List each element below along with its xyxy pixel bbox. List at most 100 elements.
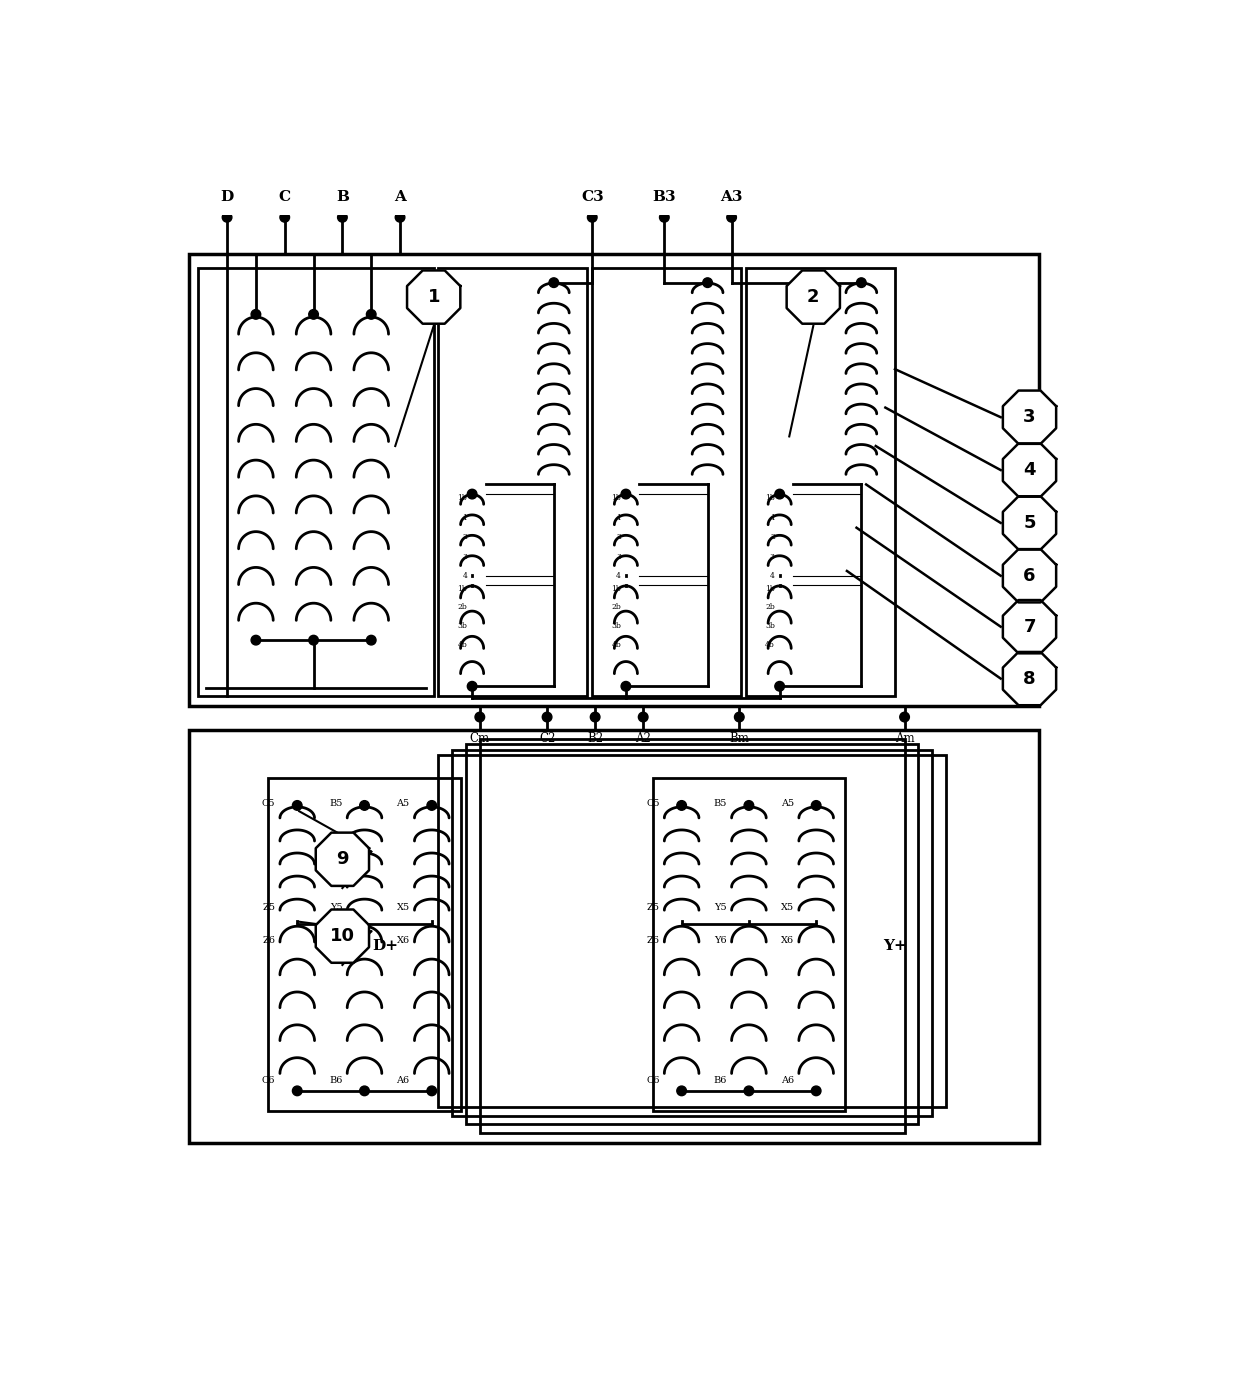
Text: X5: X5 bbox=[397, 903, 409, 912]
Text: 2: 2 bbox=[770, 533, 775, 542]
Text: 6: 6 bbox=[1023, 566, 1035, 584]
Text: X6: X6 bbox=[781, 937, 794, 945]
Text: 5: 5 bbox=[1023, 514, 1035, 532]
Bar bbox=[466, 744, 919, 1124]
Circle shape bbox=[660, 212, 670, 222]
Text: 3b: 3b bbox=[765, 621, 775, 630]
Text: 2b: 2b bbox=[458, 604, 467, 612]
Text: Y6: Y6 bbox=[714, 937, 727, 945]
Circle shape bbox=[588, 212, 596, 222]
Circle shape bbox=[337, 212, 347, 222]
Circle shape bbox=[309, 635, 319, 645]
Bar bbox=[746, 269, 895, 696]
Circle shape bbox=[250, 310, 260, 320]
Text: 2: 2 bbox=[807, 288, 820, 306]
Circle shape bbox=[727, 212, 737, 222]
Text: Y5: Y5 bbox=[714, 903, 727, 912]
Text: 1b: 1b bbox=[458, 493, 467, 502]
Text: X5: X5 bbox=[781, 903, 794, 912]
Text: 1b: 1b bbox=[765, 493, 775, 502]
Polygon shape bbox=[316, 909, 370, 963]
Text: C: C bbox=[279, 190, 291, 204]
Circle shape bbox=[900, 712, 909, 722]
Text: C5: C5 bbox=[646, 799, 660, 808]
Text: 1b: 1b bbox=[611, 493, 621, 502]
Text: B3: B3 bbox=[652, 190, 676, 204]
Text: 2: 2 bbox=[463, 533, 467, 542]
Circle shape bbox=[621, 682, 631, 692]
Bar bbox=[652, 777, 844, 1111]
Bar bbox=[480, 739, 905, 1133]
Circle shape bbox=[475, 712, 485, 722]
Text: X6: X6 bbox=[397, 937, 409, 945]
Circle shape bbox=[677, 801, 687, 810]
Text: C6: C6 bbox=[262, 1076, 275, 1084]
Text: 4: 4 bbox=[616, 572, 621, 580]
Polygon shape bbox=[316, 832, 370, 886]
Circle shape bbox=[621, 489, 631, 499]
Text: B6: B6 bbox=[713, 1076, 727, 1084]
Circle shape bbox=[549, 278, 558, 288]
Circle shape bbox=[367, 310, 376, 320]
Text: 3: 3 bbox=[463, 553, 467, 561]
Polygon shape bbox=[407, 270, 460, 324]
Circle shape bbox=[293, 801, 303, 810]
Text: A2: A2 bbox=[635, 733, 651, 745]
Text: C3: C3 bbox=[580, 190, 604, 204]
Circle shape bbox=[280, 212, 290, 222]
Text: 4: 4 bbox=[770, 572, 775, 580]
Text: D+: D+ bbox=[373, 938, 398, 952]
Bar bbox=[453, 750, 932, 1116]
Text: 9: 9 bbox=[336, 850, 348, 868]
Circle shape bbox=[811, 801, 821, 810]
Text: 4: 4 bbox=[1023, 462, 1035, 480]
Text: 4b: 4b bbox=[458, 641, 467, 649]
Text: Y5: Y5 bbox=[330, 903, 342, 912]
Text: 4b: 4b bbox=[611, 641, 621, 649]
Circle shape bbox=[744, 1086, 754, 1096]
Circle shape bbox=[250, 635, 260, 645]
Text: A: A bbox=[394, 190, 405, 204]
Circle shape bbox=[309, 310, 319, 320]
Circle shape bbox=[811, 1086, 821, 1096]
Text: 1b: 1b bbox=[765, 586, 775, 593]
Bar bbox=[198, 269, 434, 696]
Text: B: B bbox=[336, 190, 348, 204]
Text: 2b: 2b bbox=[611, 604, 621, 612]
Circle shape bbox=[775, 489, 785, 499]
Text: A6: A6 bbox=[397, 1076, 409, 1084]
Text: Bm: Bm bbox=[729, 733, 749, 745]
Text: B5: B5 bbox=[329, 799, 342, 808]
Circle shape bbox=[293, 1086, 303, 1096]
Text: B5: B5 bbox=[713, 799, 727, 808]
Circle shape bbox=[222, 212, 232, 222]
Text: 4b: 4b bbox=[765, 641, 775, 649]
Text: B6: B6 bbox=[329, 1076, 342, 1084]
Circle shape bbox=[360, 1086, 370, 1096]
Circle shape bbox=[744, 801, 754, 810]
Text: C6: C6 bbox=[646, 1076, 660, 1084]
Text: 1: 1 bbox=[616, 514, 621, 522]
Circle shape bbox=[367, 635, 376, 645]
Circle shape bbox=[703, 278, 712, 288]
Text: D: D bbox=[221, 190, 233, 204]
Bar bbox=[593, 269, 742, 696]
Text: A5: A5 bbox=[781, 799, 794, 808]
Text: Z5: Z5 bbox=[262, 903, 275, 912]
Polygon shape bbox=[1003, 599, 1056, 653]
Text: 1: 1 bbox=[463, 514, 467, 522]
Text: 1b: 1b bbox=[458, 586, 467, 593]
Circle shape bbox=[427, 801, 436, 810]
Polygon shape bbox=[1003, 496, 1056, 550]
Bar bbox=[439, 269, 588, 696]
Text: 10: 10 bbox=[330, 927, 355, 945]
Text: 3b: 3b bbox=[458, 621, 467, 630]
Bar bbox=[188, 729, 1039, 1142]
Text: 3: 3 bbox=[616, 553, 621, 561]
Text: Z6: Z6 bbox=[262, 937, 275, 945]
Text: 7: 7 bbox=[1023, 617, 1035, 635]
Bar bbox=[188, 254, 1039, 706]
Text: Y6: Y6 bbox=[330, 937, 342, 945]
Circle shape bbox=[467, 489, 477, 499]
Text: Z5: Z5 bbox=[646, 903, 660, 912]
